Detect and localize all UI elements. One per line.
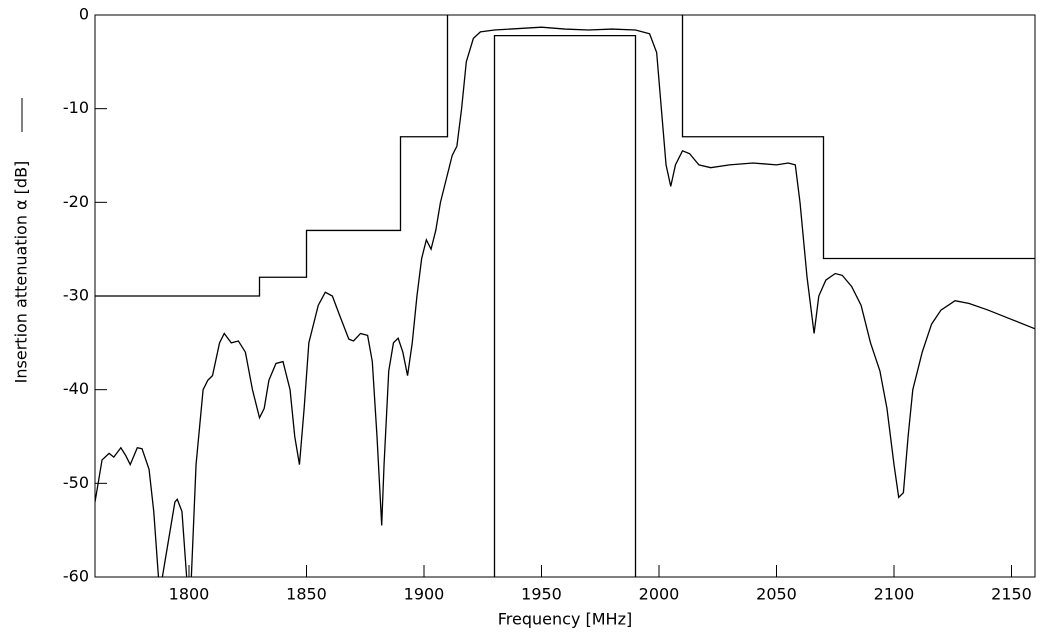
- x-tick-label: 2050: [756, 585, 797, 604]
- y-tick-label: -30: [63, 286, 89, 305]
- y-tick-label: -40: [63, 379, 89, 398]
- y-tick-label: -10: [63, 98, 89, 117]
- x-tick-label: 2100: [874, 585, 915, 604]
- x-tick-label: 2000: [639, 585, 680, 604]
- x-tick-label: 1900: [404, 585, 445, 604]
- y-axis-label: Insertion attenuation α [dB]: [12, 161, 31, 384]
- x-tick-label: 2150: [991, 585, 1032, 604]
- line-series: [95, 26, 1035, 577]
- line-series: [493, 34, 637, 577]
- y-tick-label: -20: [63, 192, 89, 211]
- x-tick-label: 1950: [521, 585, 562, 604]
- y-tick-label: 0: [79, 5, 89, 24]
- x-tick-label: 1800: [169, 585, 210, 604]
- y-tick-label: -50: [63, 473, 89, 492]
- y-tick-label: -60: [63, 567, 89, 586]
- plot-area: [95, 15, 1035, 577]
- line-series: [95, 15, 449, 297]
- x-tick-label: 1850: [286, 585, 327, 604]
- x-axis-label: Frequency [MHz]: [498, 610, 632, 629]
- line-series: [681, 15, 1035, 260]
